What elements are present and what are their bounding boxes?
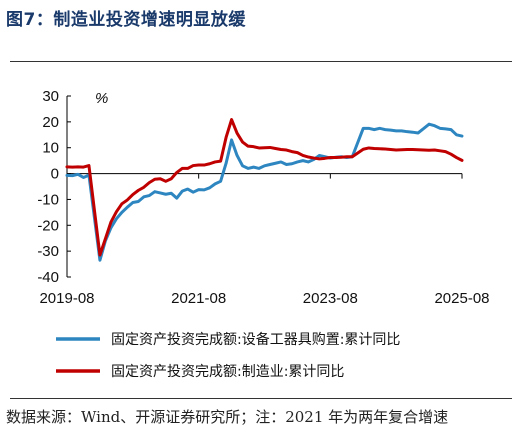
y-tick-label: -20: [37, 217, 59, 234]
source-note: 数据来源：Wind、开源证券研究所；注：2021 年为两年复合增速: [6, 408, 449, 426]
y-tick-label: 30: [42, 88, 59, 105]
y-tick-label: 20: [42, 114, 59, 131]
y-tick-label: -10: [37, 191, 59, 208]
x-tick-label: 2023-08: [303, 290, 358, 307]
x-tick-label: 2019-08: [39, 290, 94, 307]
y-tick-label: 0: [51, 166, 59, 183]
y-tick-label: -40: [37, 269, 59, 286]
y-tick-label: 10: [42, 140, 59, 157]
title-rule: [10, 61, 512, 62]
unit-label: %: [95, 90, 108, 107]
chart-title: 图7：制造业投资增速明显放缓: [6, 10, 246, 30]
legend-label-2: 固定资产投资完成额:制造业:累计同比: [111, 364, 344, 380]
line-chart: 30 20 10 0 -10 -20 -30 -40 2019-08 2021-08 2023-08…: [37, 88, 489, 380]
x-tick-label: 2025-08: [434, 290, 489, 307]
series-line-2: [65, 118, 464, 257]
source-rule: [10, 398, 512, 399]
legend-label-1: 固定资产投资完成额:设备工器具购置:累计同比: [111, 331, 400, 348]
series-line-1: [65, 122, 464, 262]
x-tick-label: 2021-08: [171, 290, 226, 307]
y-tick-label: -30: [37, 243, 59, 260]
